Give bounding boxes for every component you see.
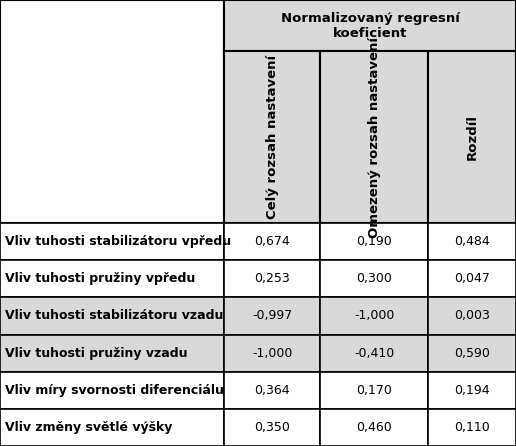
Bar [0, 409, 224, 446]
Text: Omezený rozsah nastavení: Omezený rozsah nastavení [367, 37, 381, 238]
Bar [0, 372, 224, 409]
Bar [0, 0, 224, 223]
Text: 0,253: 0,253 [254, 272, 290, 285]
Text: 0,674: 0,674 [254, 235, 290, 248]
Text: 0,484: 0,484 [454, 235, 490, 248]
Text: 0,460: 0,460 [356, 421, 392, 434]
Text: 0,590: 0,590 [454, 347, 490, 359]
Bar [320, 260, 428, 297]
Bar [224, 223, 320, 260]
Bar [428, 260, 516, 297]
Text: -0,997: -0,997 [252, 310, 293, 322]
Bar [320, 223, 428, 260]
Text: 0,190: 0,190 [356, 235, 392, 248]
Bar [224, 334, 320, 372]
Text: 0,300: 0,300 [356, 272, 392, 285]
Text: Normalizovaný regresní
koeficient: Normalizovaný regresní koeficient [281, 12, 460, 40]
Text: 0,170: 0,170 [356, 384, 392, 397]
Text: 0,194: 0,194 [454, 384, 490, 397]
Bar [428, 409, 516, 446]
Text: 0,110: 0,110 [454, 421, 490, 434]
Text: -1,000: -1,000 [354, 310, 394, 322]
Bar [224, 51, 320, 223]
Text: Vliv tuhosti stabilizátoru vzadu: Vliv tuhosti stabilizátoru vzadu [5, 310, 223, 322]
Text: 0,364: 0,364 [254, 384, 290, 397]
Bar [0, 223, 224, 260]
Text: Rozdíl: Rozdíl [465, 114, 479, 160]
Text: 0,350: 0,350 [254, 421, 290, 434]
Bar [0, 297, 224, 334]
Text: -1,000: -1,000 [252, 347, 293, 359]
Text: -0,410: -0,410 [354, 347, 394, 359]
Text: 0,047: 0,047 [454, 272, 490, 285]
Bar [224, 297, 320, 334]
Bar [428, 372, 516, 409]
Text: Vliv míry svornosti diferenciálu: Vliv míry svornosti diferenciálu [5, 384, 224, 397]
Text: Vliv tuhosti pružiny vzadu: Vliv tuhosti pružiny vzadu [5, 347, 187, 359]
Bar [0, 334, 224, 372]
Bar [224, 372, 320, 409]
Bar [320, 409, 428, 446]
Bar [224, 0, 516, 51]
Bar [224, 409, 320, 446]
Bar [320, 372, 428, 409]
Bar [320, 334, 428, 372]
Bar [0, 260, 224, 297]
Text: 0,003: 0,003 [454, 310, 490, 322]
Bar [428, 223, 516, 260]
Text: Vliv tuhosti pružiny vpředu: Vliv tuhosti pružiny vpředu [5, 272, 195, 285]
Bar [428, 334, 516, 372]
Bar [224, 260, 320, 297]
Bar [320, 297, 428, 334]
Text: Vliv změny světlé výšky: Vliv změny světlé výšky [5, 421, 172, 434]
Bar [428, 297, 516, 334]
Text: Celý rozsah nastavení: Celý rozsah nastavení [266, 55, 279, 219]
Bar [428, 51, 516, 223]
Bar [320, 51, 428, 223]
Text: Vliv tuhosti stabilizátoru vpředu: Vliv tuhosti stabilizátoru vpředu [5, 235, 231, 248]
